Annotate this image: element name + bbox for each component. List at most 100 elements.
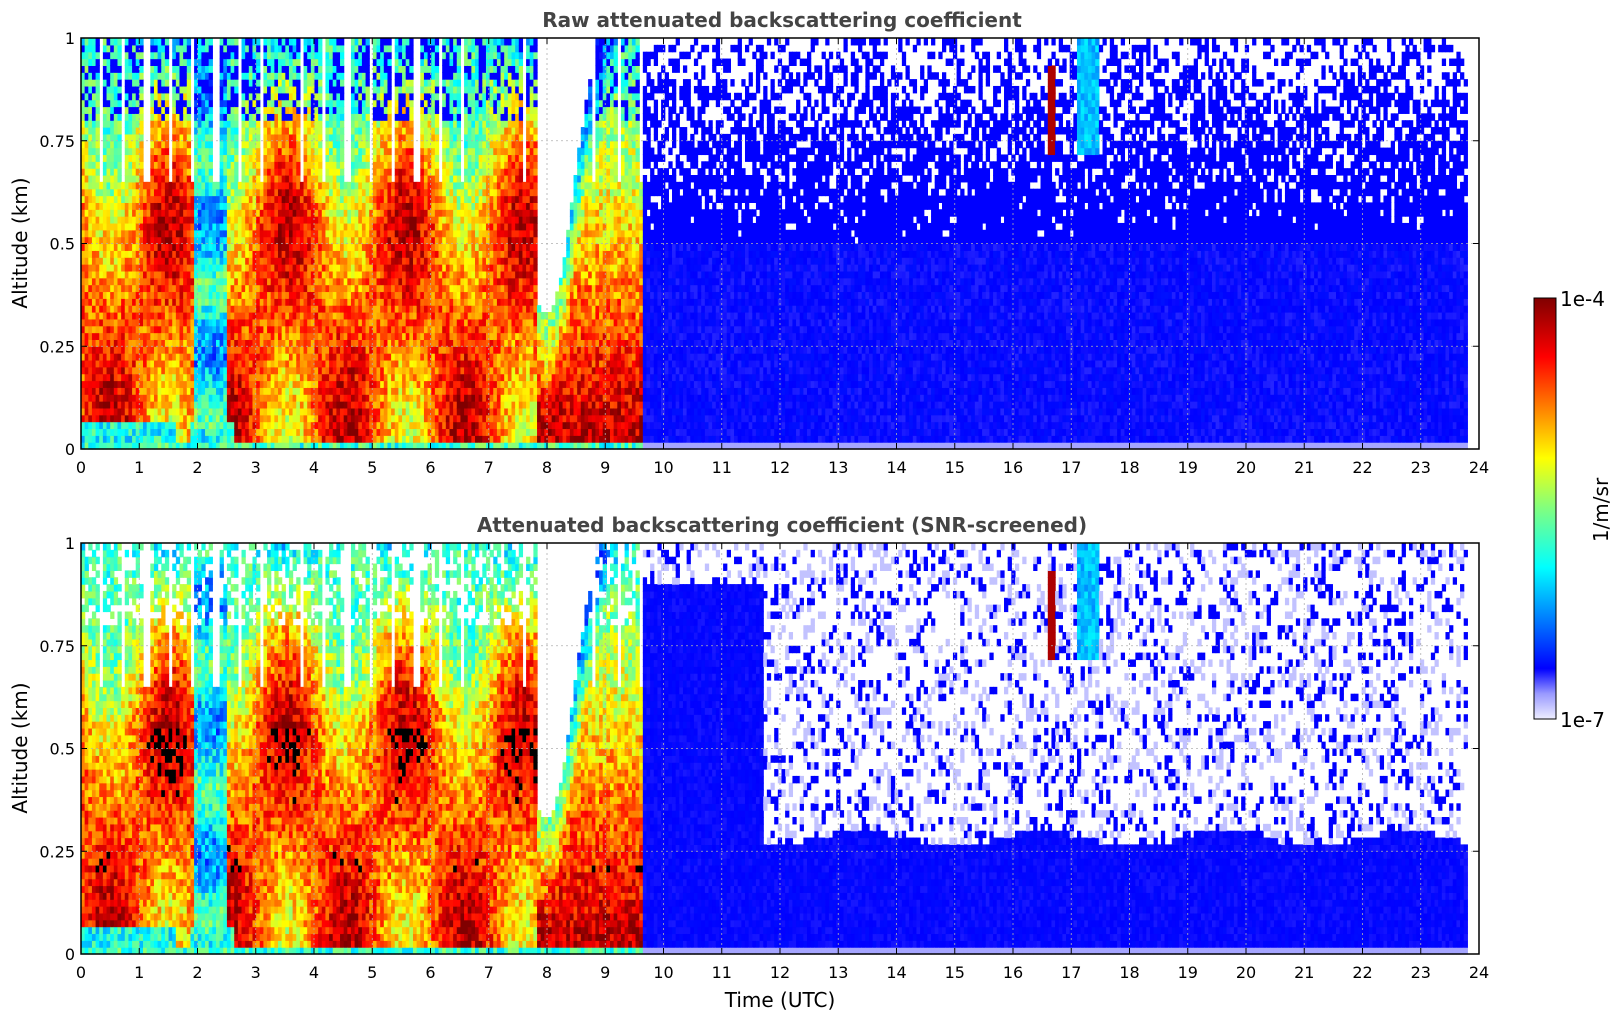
heatmap-cell (81, 92, 86, 101)
heatmap-cell (241, 380, 246, 388)
heatmap-cell (208, 147, 213, 156)
heatmap-cell (267, 161, 272, 169)
heatmap-cell (183, 222, 188, 231)
heatmap-cell (303, 229, 308, 238)
heatmap-cell (205, 106, 210, 114)
heatmap-cell (296, 154, 301, 162)
heatmap-cell (219, 325, 224, 334)
heatmap-cell (226, 120, 232, 128)
heatmap-cell (81, 44, 86, 53)
heatmap-cell (121, 195, 126, 203)
heatmap-cell (303, 147, 308, 156)
heatmap-cell (347, 216, 352, 224)
heatmap-cell (88, 373, 93, 382)
heatmap-cell (190, 366, 195, 375)
heatmap-cell (296, 401, 301, 409)
heatmap-cell (303, 168, 308, 176)
heatmap-cell (288, 353, 294, 361)
heatmap-cell (285, 346, 290, 354)
heatmap-cell (172, 229, 177, 238)
heatmap-cell (358, 195, 363, 203)
heatmap-column (113, 38, 119, 450)
heatmap-cell (310, 407, 316, 416)
heatmap-cell (252, 428, 257, 436)
heatmap-cell (205, 222, 210, 231)
heatmap-cell (340, 270, 345, 279)
heatmap-cell (223, 401, 228, 409)
heatmap-cell (285, 168, 290, 176)
heatmap-cell (288, 65, 294, 73)
heatmap-cell (303, 120, 308, 128)
heatmap-cell (278, 229, 283, 238)
heatmap-cell (241, 298, 246, 306)
heatmap-cell (208, 407, 213, 416)
heatmap-cell (161, 325, 166, 334)
heatmap-cell (121, 394, 126, 402)
heatmap-cell (274, 380, 279, 388)
heatmap-cell (340, 216, 345, 224)
heatmap-column (91, 38, 97, 450)
heatmap-cell (194, 181, 199, 190)
heatmap-cell (84, 353, 89, 361)
heatmap-cell (168, 339, 173, 347)
heatmap-cell (263, 181, 268, 190)
heatmap-cell (194, 373, 199, 382)
heatmap-cell (219, 264, 224, 272)
heatmap-cell (310, 113, 316, 121)
heatmap-cell (380, 51, 385, 60)
heatmap-cell (234, 394, 239, 402)
heatmap-cell (369, 298, 374, 306)
heatmap-cell (394, 414, 399, 423)
heatmap-cell (153, 243, 159, 251)
heatmap-cell (256, 442, 261, 450)
heatmap-cell (201, 318, 206, 327)
heatmap-cell (274, 229, 279, 238)
heatmap-cell (234, 373, 239, 382)
heatmap-cell (219, 216, 224, 224)
heatmap-cell (161, 264, 166, 272)
heatmap-cell (307, 435, 312, 443)
heatmap-cell (340, 161, 345, 169)
heatmap-cell (310, 175, 316, 183)
heatmap-cell (234, 140, 239, 149)
heatmap-cell (110, 133, 115, 142)
heatmap-cell (179, 270, 184, 279)
heatmap-cell (372, 113, 378, 121)
heatmap-cell (336, 79, 341, 87)
heatmap-cell (281, 229, 286, 238)
heatmap-cell (350, 51, 356, 60)
heatmap-cell (354, 353, 359, 361)
heatmap-cell (81, 133, 86, 142)
heatmap-cell (380, 99, 385, 108)
heatmap-cell (84, 428, 89, 436)
heatmap-cell (226, 421, 232, 430)
heatmap-cell (292, 92, 297, 101)
heatmap-cell (372, 366, 378, 375)
heatmap-cell (139, 435, 144, 443)
heatmap-cell (172, 216, 177, 224)
heatmap-cell (95, 325, 100, 334)
heatmap-cell (248, 92, 254, 101)
heatmap-cell (186, 222, 192, 231)
heatmap-cell (318, 277, 323, 286)
heatmap-cell (102, 325, 108, 334)
heatmap-cell (81, 222, 86, 231)
heatmap-cell (124, 140, 130, 149)
heatmap-cell (99, 257, 104, 265)
heatmap-cell (354, 188, 359, 197)
heatmap-cell (303, 216, 308, 224)
heatmap-cell (281, 264, 286, 272)
heatmap-cell (139, 175, 144, 183)
heatmap-cell (336, 202, 341, 210)
heatmap-cell (354, 373, 359, 382)
heatmap-cell (164, 284, 170, 293)
heatmap-cell (299, 380, 305, 388)
heatmap-column (157, 38, 162, 450)
heatmap-cell (332, 72, 337, 80)
heatmap-cell (259, 291, 265, 299)
heatmap-cell (274, 72, 279, 80)
heatmap-cell (394, 38, 399, 46)
heatmap-cell (212, 401, 217, 409)
heatmap-cell (168, 277, 173, 286)
heatmap-cell (314, 291, 319, 299)
